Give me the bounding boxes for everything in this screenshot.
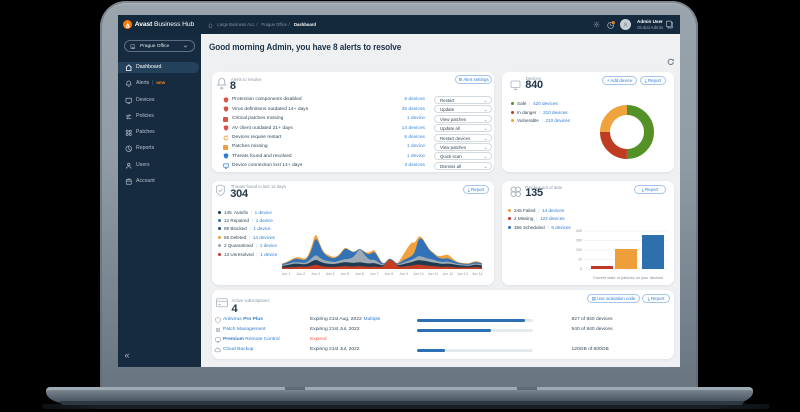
svg-text:10: 10 bbox=[578, 258, 582, 262]
svg-text:400: 400 bbox=[576, 229, 582, 233]
svg-text:0: 0 bbox=[580, 267, 582, 271]
svg-text:300: 300 bbox=[576, 239, 582, 243]
svg-text:200: 200 bbox=[576, 248, 582, 252]
